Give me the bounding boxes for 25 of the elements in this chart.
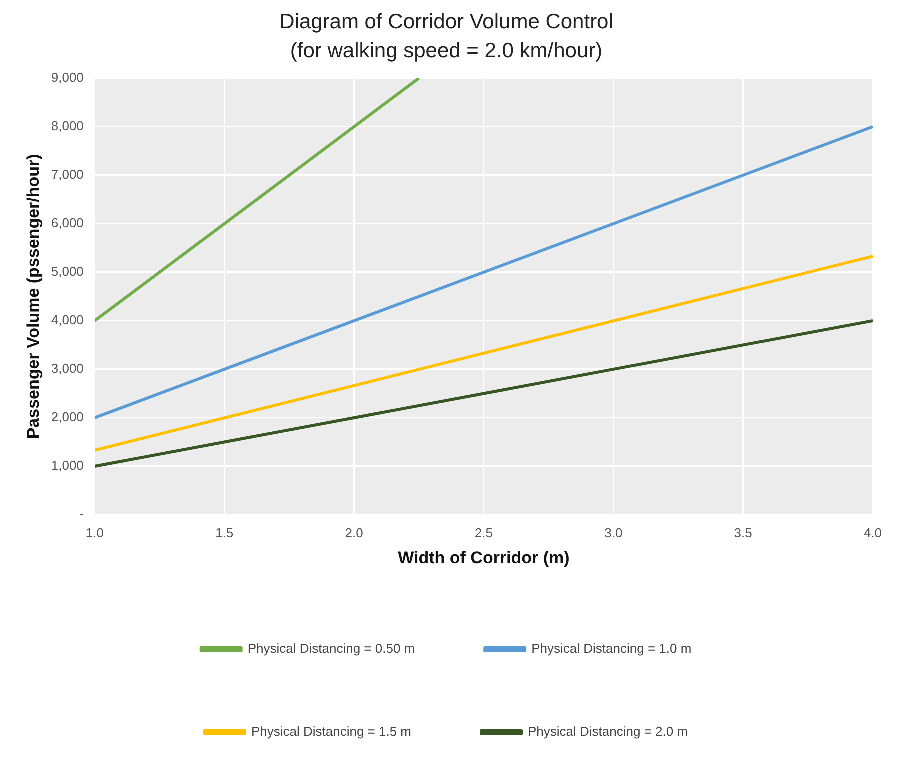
y-tick-label: 9,000 [51, 70, 84, 85]
x-tick-label: 3.0 [604, 525, 623, 540]
x-axis-title: Width of Corridor (m) [398, 548, 570, 568]
chart-subtitle: (for walking speed = 2.0 km/hour) [290, 40, 603, 63]
y-tick-label: 8,000 [51, 118, 84, 134]
legend-label: Physical Distancing = 1.0 m [532, 641, 692, 656]
y-tick-label: 2,000 [51, 410, 84, 425]
y-axis-title: Passenger Volume (pssenger/hour) [24, 154, 43, 440]
y-tick-label: - [80, 506, 84, 522]
y-tick-label: 1,000 [51, 458, 84, 474]
x-tick-label: 4.0 [864, 525, 882, 540]
legend-label: Physical Distancing = 1.5 m [251, 724, 412, 740]
x-tick-label: 3.5 [734, 525, 752, 540]
y-tick-label: 5,000 [51, 264, 84, 280]
y-tick-label: 4,000 [51, 312, 84, 328]
y-tick-label: 6,000 [51, 216, 84, 231]
x-tick-label: 1.5 [216, 525, 234, 540]
legend-label: Physical Distancing = 2.0 m [528, 724, 688, 740]
y-tick-label: 7,000 [51, 167, 84, 182]
x-tick-label: 1.0 [86, 525, 104, 540]
x-tick-label: 2.5 [474, 525, 494, 540]
legend-label: Physical Distancing = 0.50 m [248, 641, 416, 656]
chart-title: Diagram of Corridor Volume Control [280, 10, 614, 34]
x-tick-label: 2.0 [345, 525, 364, 540]
y-tick-label: 3,000 [51, 361, 84, 376]
